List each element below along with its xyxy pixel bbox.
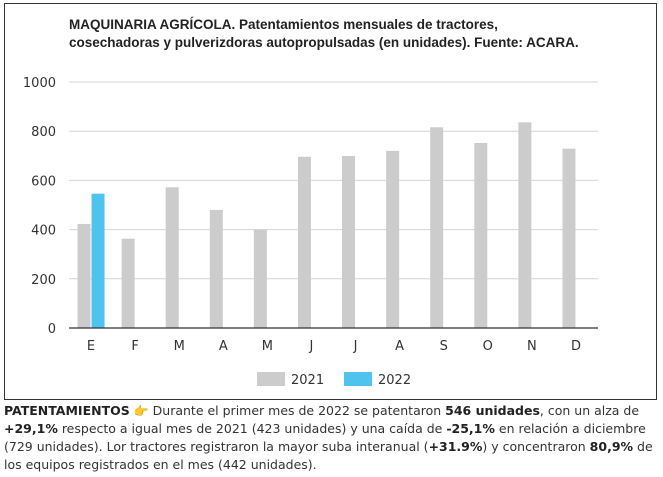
x-tick-label: E <box>87 339 95 354</box>
legend-swatch-2021 <box>257 372 285 386</box>
x-tick-label: N <box>527 339 537 354</box>
legend-swatch-2022 <box>344 372 372 386</box>
caption-text: ) y concentraron <box>482 439 590 454</box>
bar-2021-a <box>386 150 400 328</box>
chart-title: MAQUINARIA AGRÍCOLA. Patentamientos mens… <box>69 17 579 50</box>
bar-2021-m <box>165 187 179 328</box>
x-tick-label: A <box>219 339 228 354</box>
caption-highlight: 546 unidades <box>445 403 540 418</box>
caption-text: , con un alza de <box>539 403 640 418</box>
bar-2021-j <box>342 156 356 328</box>
bar-2021-n <box>518 122 532 329</box>
bar-2021-e <box>77 223 91 328</box>
caption-highlight: +31.9% <box>428 439 483 454</box>
caption-lead: PATENTAMIENTOS <box>4 403 130 418</box>
y-tick-label: 0 <box>48 322 56 337</box>
caption-body: Durante el primer mes de 2022 se patenta… <box>4 403 653 472</box>
legend-label: 2021 <box>291 373 324 388</box>
y-tick-label: 400 <box>31 224 56 239</box>
x-tick-label: J <box>309 339 314 354</box>
x-tick-label: M <box>174 339 185 354</box>
x-tick-label: S <box>440 339 448 354</box>
bar-2021-d <box>562 148 576 328</box>
caption: PATENTAMIENTOS 👉 Durante el primer mes d… <box>4 402 659 474</box>
chart-card: MAQUINARIA AGRÍCOLA. Patentamientos mens… <box>4 3 657 400</box>
caption-text: respecto a igual mes de 2021 (423 unidad… <box>57 421 447 436</box>
caption-highlight: +29,1% <box>4 421 58 436</box>
bar-2022-e <box>91 193 105 328</box>
y-tick-label: 1000 <box>23 76 56 91</box>
x-tick-label: O <box>483 339 493 354</box>
y-tick-label: 800 <box>31 125 56 140</box>
caption-highlight: 80,9% <box>589 439 634 454</box>
y-tick-label: 200 <box>31 273 56 288</box>
caption-text: Durante el primer mes de 2022 se patenta… <box>148 403 446 418</box>
bar-2021-j <box>297 156 311 328</box>
bar-2021-a <box>209 209 223 328</box>
legend-label: 2022 <box>378 373 411 388</box>
pointing-hand-icon: 👉 <box>133 404 149 418</box>
x-tick-label: A <box>395 339 404 354</box>
bar-2021-f <box>121 238 135 328</box>
bar-2021-o <box>474 143 488 328</box>
x-tick-label: F <box>131 339 138 354</box>
x-tick-label: J <box>353 339 358 354</box>
bar-2021-m <box>253 229 267 328</box>
bar-2021-s <box>430 127 444 328</box>
x-tick-label: M <box>262 339 273 354</box>
caption-text: en relación a diciembre (729 unidades). … <box>4 421 646 454</box>
y-tick-label: 600 <box>31 174 56 189</box>
caption-text: de los equipos registrados en el mes (44… <box>4 439 653 472</box>
caption-highlight: -25,1% <box>446 421 495 436</box>
bar-chart: 0 200 400 600 800 1000 E F M A M J J A S O N D 2021 2022 <box>23 76 598 388</box>
x-tick-label: D <box>571 339 581 354</box>
